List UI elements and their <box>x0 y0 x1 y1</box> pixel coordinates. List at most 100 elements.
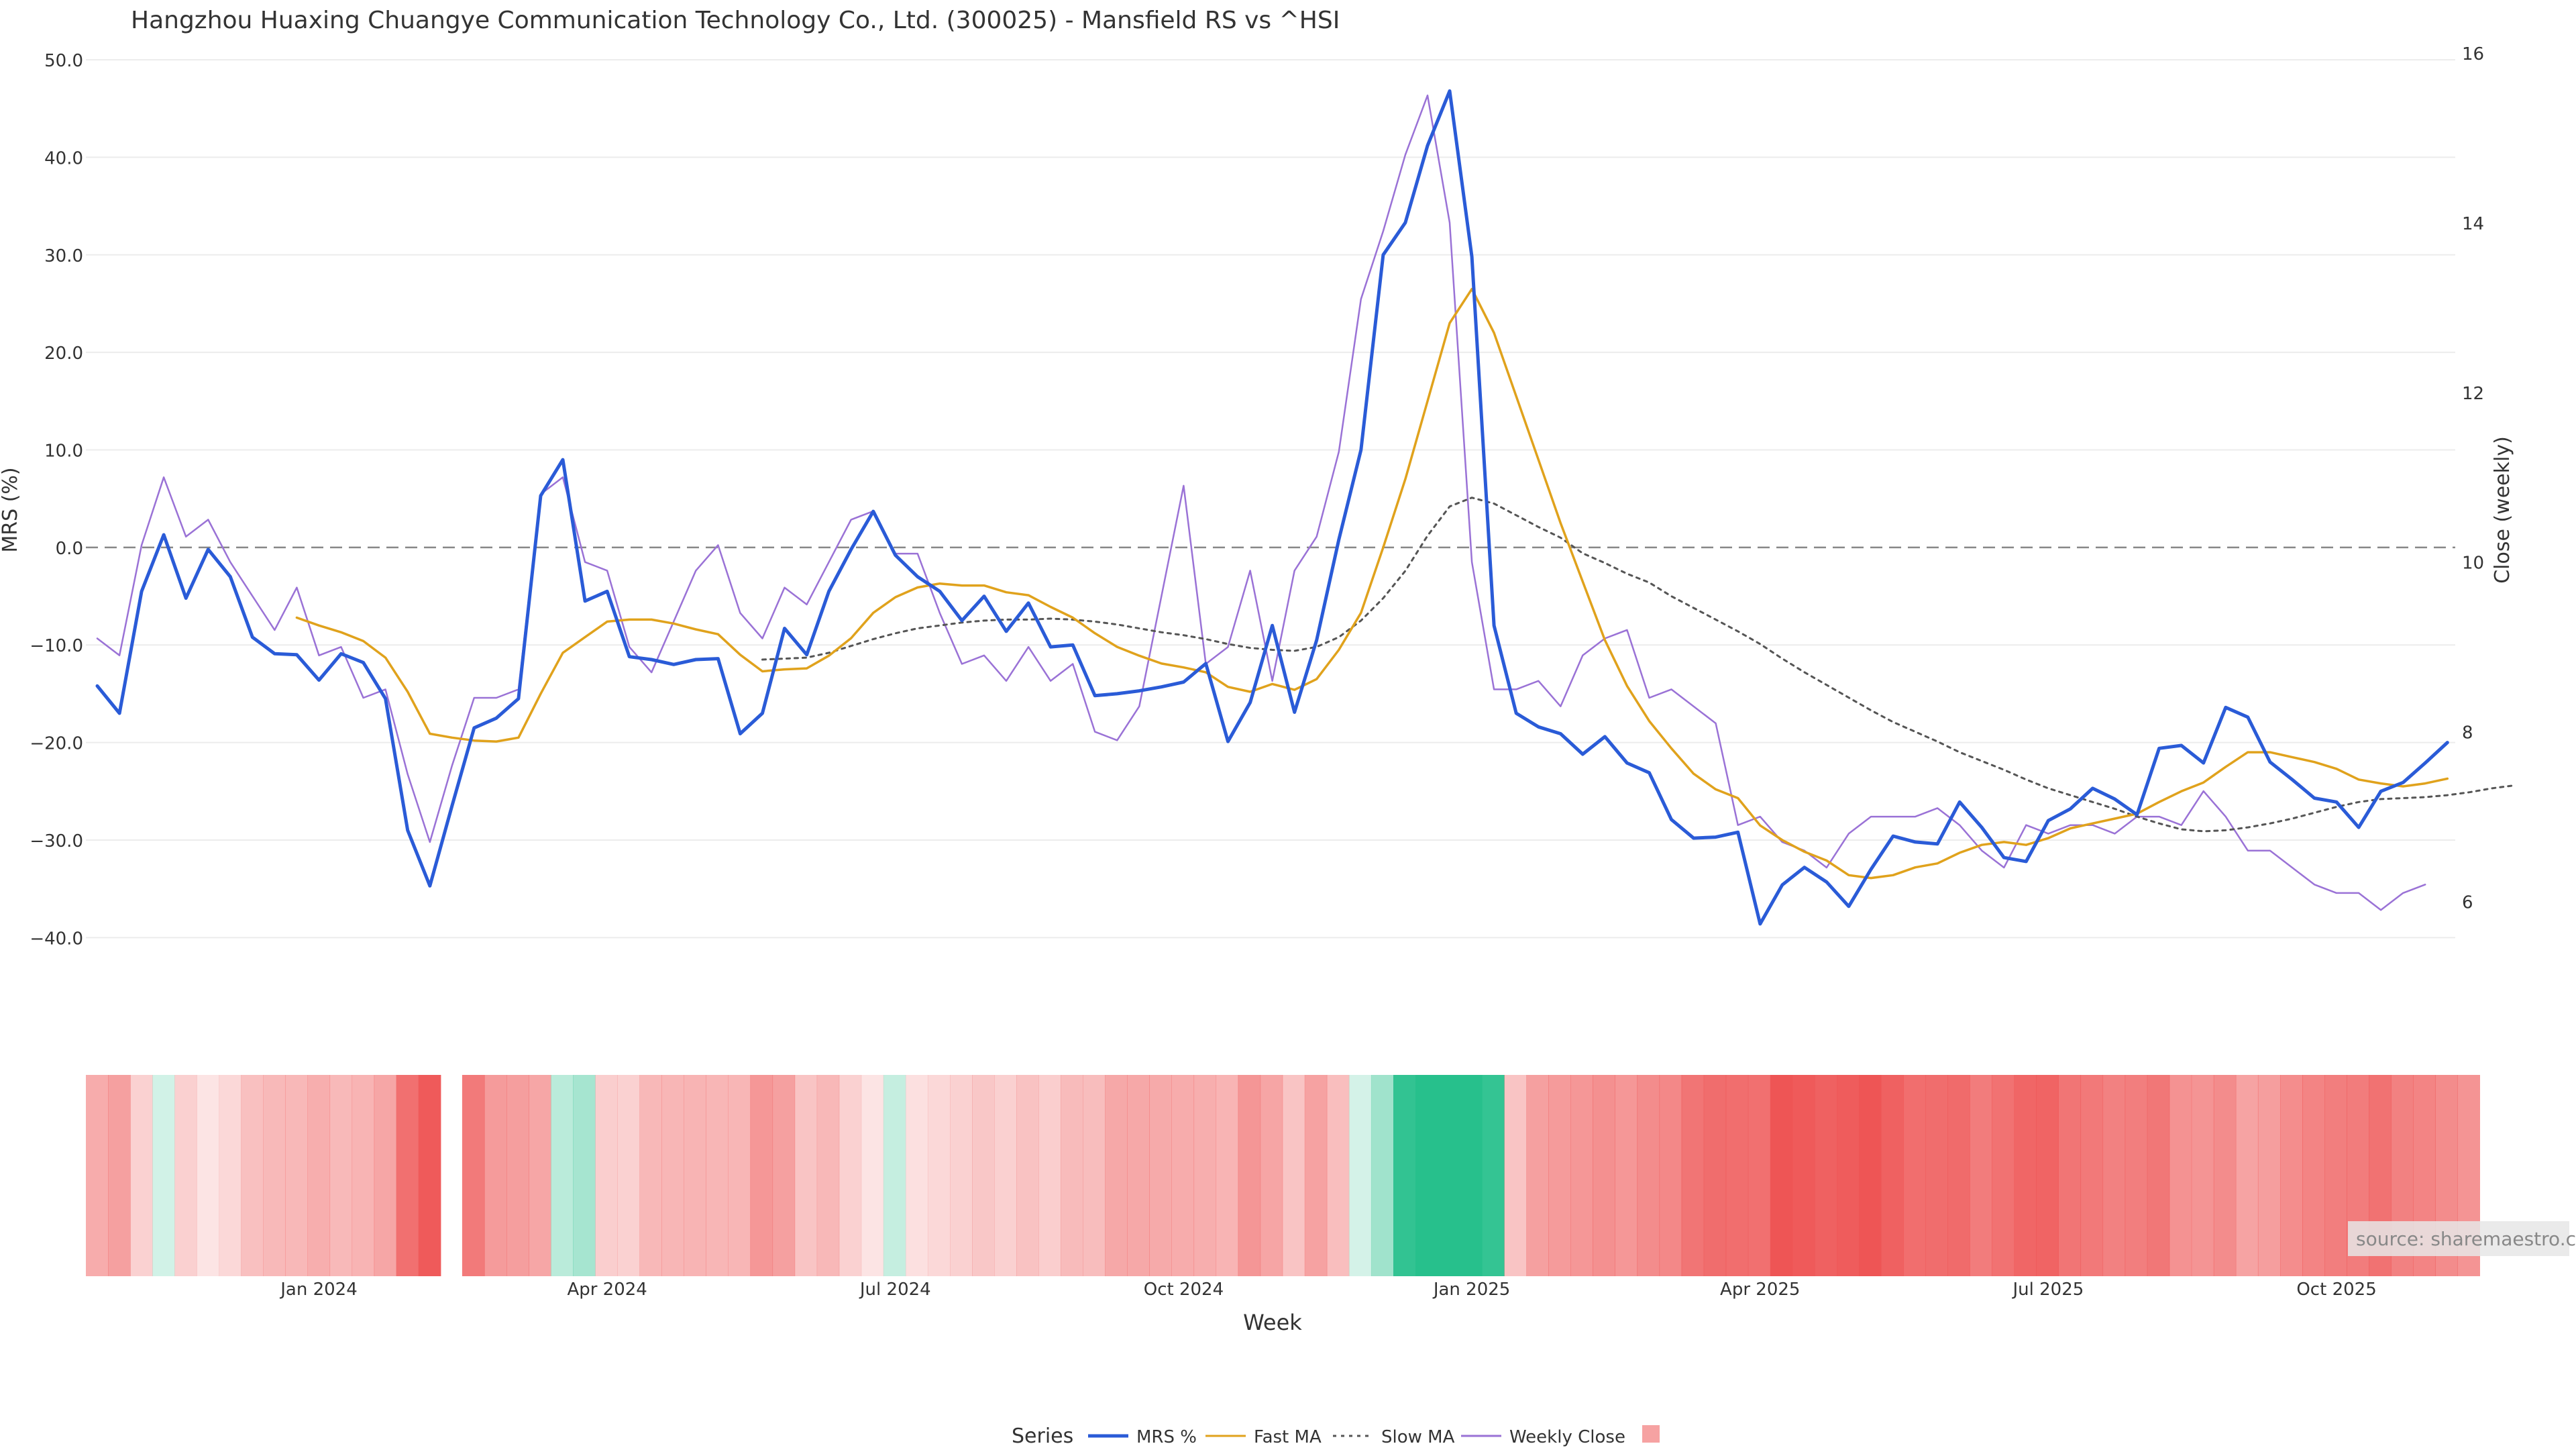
x-tick-label: Oct 2024 <box>1144 1280 1224 1300</box>
heatmap-cell <box>1504 1075 1527 1276</box>
x-tick-label: Jan 2025 <box>1432 1280 1511 1300</box>
heatmap-cell <box>1681 1075 1705 1276</box>
heatmap-cell <box>2302 1075 2325 1276</box>
heatmap-cell <box>1460 1075 1483 1276</box>
heatmap-cell <box>241 1075 264 1276</box>
x-tick-label: Jul 2024 <box>859 1280 931 1300</box>
heatmap-cell <box>1859 1075 1882 1276</box>
y-left-tick-label: 30.0 <box>44 246 83 266</box>
series-lines <box>95 89 2515 926</box>
heatmap-cell <box>1438 1075 1460 1276</box>
x-tick-label: Jul 2025 <box>2011 1280 2084 1300</box>
heatmap-cell <box>2191 1075 2214 1276</box>
heatmap-cell <box>883 1075 906 1276</box>
heatmap-cell <box>2213 1075 2237 1276</box>
heatmap-cell <box>1947 1075 1970 1276</box>
heatmap-cell <box>1193 1075 1217 1276</box>
heatmap-cell <box>1061 1075 1083 1276</box>
source-annotation: source: sharemaestro.com <box>2348 1221 2576 1256</box>
chart-title: Hangzhou Huaxing Chuangye Communication … <box>131 7 1340 34</box>
heatmap-cell <box>1548 1075 1571 1276</box>
x-tick-label: Apr 2025 <box>1720 1280 1800 1300</box>
heatmap-cell <box>839 1075 862 1276</box>
series-line-slow-ma <box>761 497 2515 833</box>
heatmap-cell <box>1992 1075 2015 1276</box>
heatmap-cell <box>1792 1075 1815 1276</box>
y-right-tick-label: 6 <box>2462 893 2473 913</box>
heatmap-cell <box>374 1075 397 1276</box>
heatmap-cell <box>2324 1075 2347 1276</box>
heatmap-cell <box>2147 1075 2170 1276</box>
heatmap-cell <box>1238 1075 1261 1276</box>
heatmap-cell <box>1393 1075 1416 1276</box>
heatmap-cell <box>1216 1075 1239 1276</box>
heatmap-cell <box>816 1075 840 1276</box>
heatmap-cell <box>174 1075 197 1276</box>
heatmap-cell <box>950 1075 973 1276</box>
legend-title: Series <box>1012 1424 1073 1448</box>
y-left-axis: 50.0 40.0 30.0 20.0 10.0 0.0 −10.0 −20.0 −30.0 −4… <box>30 51 83 949</box>
y-right-tick-label: 10 <box>2462 554 2484 574</box>
y-right-axis: 16 14 12 10 8 6 <box>2462 44 2484 913</box>
heatmap-cell <box>1970 1075 1992 1276</box>
legend-label: Fast MA <box>1254 1427 1322 1447</box>
y-right-axis-label: Close (weekly) <box>2491 436 2514 584</box>
heatmap-cell <box>329 1075 353 1276</box>
heatmap-cell <box>617 1075 640 1276</box>
heatmap-cell <box>1748 1075 1771 1276</box>
heatmap-cell <box>1482 1075 1505 1276</box>
heatmap-cell <box>1814 1075 1837 1276</box>
heatmap-cell <box>130 1075 153 1276</box>
y-left-tick-label: 50.0 <box>44 51 83 71</box>
heatmap-cell <box>1127 1075 1150 1276</box>
heatmap-cell <box>1260 1075 1283 1276</box>
legend-label: Slow MA <box>1381 1427 1455 1447</box>
heatmap-cell <box>728 1075 751 1276</box>
y-right-tick-label: 14 <box>2462 214 2484 234</box>
heatmap-cell <box>1659 1075 1682 1276</box>
y-left-tick-label: −40.0 <box>30 929 83 949</box>
heatmap-cell <box>1837 1075 1860 1276</box>
x-tick-label: Apr 2024 <box>567 1280 647 1300</box>
heatmap-cell <box>352 1075 375 1276</box>
heatmap-cell <box>1326 1075 1350 1276</box>
heatmap-strip <box>86 1075 2480 1276</box>
heatmap-cell <box>772 1075 796 1276</box>
heatmap-cell <box>263 1075 286 1276</box>
y-right-tick-label: 16 <box>2462 44 2484 64</box>
heatmap-cell <box>2014 1075 2037 1276</box>
heatmap-cell <box>1615 1075 1638 1276</box>
heatmap-cell <box>1371 1075 1394 1276</box>
heatmap-cell <box>551 1075 574 1276</box>
x-tick-label: Jan 2024 <box>279 1280 358 1300</box>
heatmap-cell <box>595 1075 618 1276</box>
heatmap-cell <box>506 1075 529 1276</box>
legend: Series MRS % Fast MA Slow MA Weekly Close <box>1012 1424 1660 1448</box>
heatmap-cell <box>1105 1075 1128 1276</box>
y-left-axis-label: MRS (%) <box>0 467 22 552</box>
heatmap-cell <box>1881 1075 1904 1276</box>
heatmap-cell <box>307 1075 331 1276</box>
heatmap-cell <box>86 1075 109 1276</box>
series-line-fast-ma <box>295 287 2449 880</box>
heatmap-cell <box>2257 1075 2281 1276</box>
heatmap-cell <box>152 1075 175 1276</box>
legend-heatmap-swatch <box>1642 1425 1660 1443</box>
heatmap-cell <box>1570 1075 1593 1276</box>
heatmap-cell <box>2036 1075 2059 1276</box>
series-line-weekly-close <box>96 94 2426 911</box>
series-line-mrs <box>95 89 2449 926</box>
heatmap-cell <box>1282 1075 1305 1276</box>
legend-label: MRS % <box>1136 1427 1197 1447</box>
heatmap-cell <box>1304 1075 1328 1276</box>
heatmap-cell <box>1903 1075 1926 1276</box>
heatmap-cell <box>573 1075 596 1276</box>
heatmap-cell <box>2235 1075 2259 1276</box>
heatmap-cell <box>1016 1075 1039 1276</box>
legend-label: Weekly Close <box>1509 1427 1625 1447</box>
source-annotation-box <box>2348 1221 2569 1256</box>
y-left-tick-label: 10.0 <box>44 442 83 462</box>
heatmap-cell <box>661 1075 684 1276</box>
heatmap-cell <box>2125 1075 2148 1276</box>
